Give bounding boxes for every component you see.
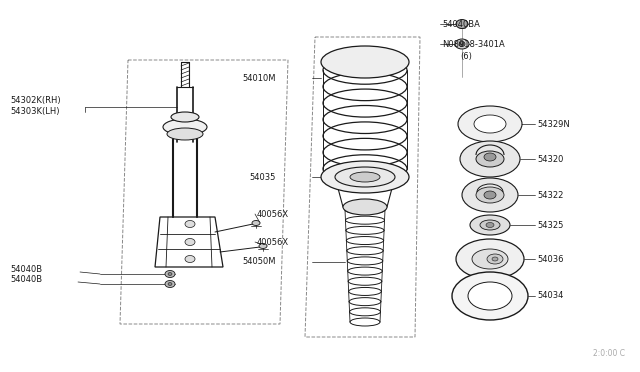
Text: 40056X: 40056X xyxy=(257,237,289,247)
Ellipse shape xyxy=(472,249,508,269)
Text: 54320: 54320 xyxy=(537,154,563,164)
Text: 54040B: 54040B xyxy=(10,266,42,275)
Text: 54036: 54036 xyxy=(537,254,563,263)
Ellipse shape xyxy=(476,187,504,203)
Text: 40056X: 40056X xyxy=(257,209,289,218)
Ellipse shape xyxy=(455,39,469,49)
Text: 54034: 54034 xyxy=(537,292,563,301)
Text: 54040BA: 54040BA xyxy=(442,19,480,29)
Ellipse shape xyxy=(459,42,465,46)
Ellipse shape xyxy=(165,270,175,278)
Ellipse shape xyxy=(165,280,175,288)
Ellipse shape xyxy=(252,221,260,225)
Text: 54010M: 54010M xyxy=(243,74,276,83)
Ellipse shape xyxy=(480,220,500,230)
Ellipse shape xyxy=(259,244,267,248)
Ellipse shape xyxy=(185,238,195,246)
Ellipse shape xyxy=(460,141,520,177)
Text: (6): (6) xyxy=(460,51,472,61)
Text: 54035: 54035 xyxy=(250,173,276,182)
Ellipse shape xyxy=(462,178,518,212)
Ellipse shape xyxy=(456,239,524,279)
Ellipse shape xyxy=(335,167,395,187)
Ellipse shape xyxy=(168,282,172,285)
Ellipse shape xyxy=(456,19,468,29)
Ellipse shape xyxy=(484,191,496,199)
Text: N08918-3401A: N08918-3401A xyxy=(442,39,505,48)
Ellipse shape xyxy=(474,115,506,133)
Ellipse shape xyxy=(343,199,387,215)
Ellipse shape xyxy=(163,119,207,135)
Text: 54325: 54325 xyxy=(537,221,563,230)
Ellipse shape xyxy=(458,106,522,142)
Ellipse shape xyxy=(476,151,504,167)
Ellipse shape xyxy=(350,172,380,182)
Text: 54322: 54322 xyxy=(537,190,563,199)
Ellipse shape xyxy=(168,273,172,276)
Ellipse shape xyxy=(321,46,409,78)
Text: 54050M: 54050M xyxy=(243,257,276,266)
Ellipse shape xyxy=(484,153,496,161)
Ellipse shape xyxy=(321,161,409,193)
Ellipse shape xyxy=(167,128,203,140)
Ellipse shape xyxy=(185,256,195,263)
Text: N: N xyxy=(459,42,463,46)
Ellipse shape xyxy=(487,254,503,264)
Text: 54302K(RH): 54302K(RH) xyxy=(10,96,61,105)
Text: 54040B: 54040B xyxy=(10,276,42,285)
Ellipse shape xyxy=(470,215,510,235)
Text: 2:0:00 C: 2:0:00 C xyxy=(593,350,625,359)
Ellipse shape xyxy=(171,112,199,122)
Text: 54329N: 54329N xyxy=(537,119,570,128)
Ellipse shape xyxy=(492,257,498,261)
Text: 54303K(LH): 54303K(LH) xyxy=(10,106,60,115)
Ellipse shape xyxy=(185,221,195,228)
Ellipse shape xyxy=(486,222,494,228)
Ellipse shape xyxy=(468,282,512,310)
Ellipse shape xyxy=(452,272,528,320)
